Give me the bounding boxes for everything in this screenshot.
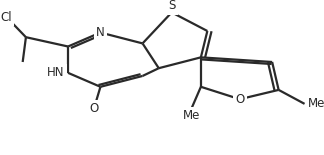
Text: O: O <box>89 102 98 115</box>
Text: Me: Me <box>308 97 324 110</box>
Text: Cl: Cl <box>1 11 12 24</box>
Text: O: O <box>235 93 244 106</box>
Text: Me: Me <box>182 109 200 122</box>
Text: S: S <box>168 0 175 12</box>
Text: N: N <box>96 26 105 39</box>
Text: HN: HN <box>47 66 65 79</box>
